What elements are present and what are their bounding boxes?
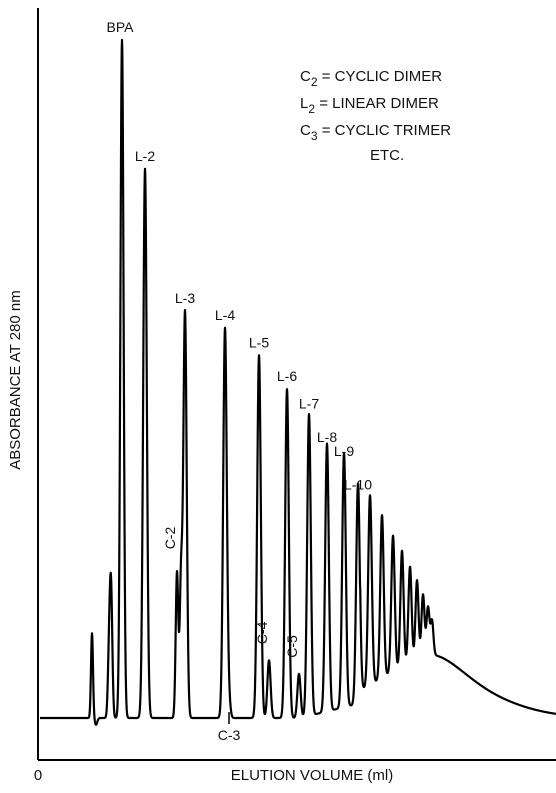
legend-entry-2: C3 = CYCLIC TRIMER <box>300 122 451 143</box>
peak-label-c-3: C-3 <box>218 727 241 743</box>
y-axis-label: ABSORBANCE AT 280 nm <box>7 290 24 470</box>
peak-label-l-8: L-8 <box>317 429 337 445</box>
x-tick-label-0: 0 <box>34 767 42 784</box>
peak-label-l-2: L-2 <box>135 148 155 164</box>
peak-label-c-4: C-4 <box>254 621 270 644</box>
peak-label-l-4: L-4 <box>215 307 235 323</box>
peak-label-bpa: BPA <box>107 19 135 35</box>
annotations: C-2 C-3 C-4 C-5 <box>162 527 300 743</box>
peak-label-l-6: L-6 <box>277 368 297 384</box>
peak-label-c-2: C-2 <box>162 527 178 550</box>
x-axis-label: ELUTION VOLUME (ml) <box>231 767 394 784</box>
peak-label-l-10: L-10 <box>344 477 372 493</box>
peak-label-l-9: L-9 <box>334 443 354 459</box>
peak-label-l-3: L-3 <box>175 290 195 306</box>
peak-label-l-5: L-5 <box>249 334 269 350</box>
legend-entry-3: ETC. <box>370 147 404 164</box>
legend-entry-0: C2 = CYCLIC DIMER <box>300 68 442 89</box>
legend-entry-1: L2 = LINEAR DIMER <box>300 95 439 116</box>
legend: C2 = CYCLIC DIMER L2 = LINEAR DIMER C3 = C… <box>300 68 451 164</box>
peak-labels: BPA L-2 L-3 L-4 L-5 L-6L-7 L-8L-9 L-10 <box>107 19 373 493</box>
absorbance-trace <box>39 38 556 726</box>
peak-label-l-7: L-7 <box>299 395 319 411</box>
peak-label-c-5: C-5 <box>284 635 300 658</box>
